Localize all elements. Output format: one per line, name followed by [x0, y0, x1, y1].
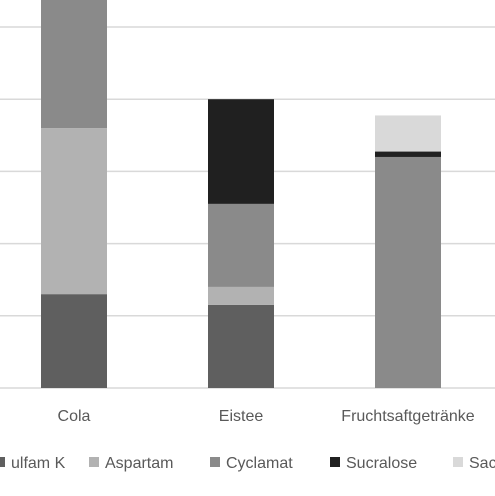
bar-segment: [208, 99, 274, 204]
legend-label: Cyclamat: [226, 455, 293, 472]
bar-segment: [41, 0, 107, 129]
legend-swatch: [0, 457, 5, 467]
legend: ulfam K Aspartam Cyclamat Sucralose Sac: [0, 455, 495, 472]
legend-label: Aspartam: [105, 455, 173, 472]
legend-swatch: [89, 457, 99, 467]
legend-label: Sucralose: [346, 455, 417, 472]
bar-segment: [208, 203, 274, 287]
legend-label: ulfam K: [11, 455, 66, 472]
category-label: Fruchtsaftgetränke: [341, 408, 475, 425]
bar-segment: [41, 128, 107, 295]
legend-swatch: [210, 457, 220, 467]
legend-label: Sac: [469, 455, 495, 472]
bars: [41, 0, 441, 388]
legend-swatch: [453, 457, 463, 467]
bar-segment: [375, 151, 441, 157]
bar-segment: [41, 294, 107, 388]
bar-segment: [208, 286, 274, 305]
category-label: Eistee: [219, 408, 264, 425]
bar-segment: [375, 115, 441, 152]
bar-segment: [208, 304, 274, 388]
legend-swatch: [330, 457, 340, 467]
category-labels: Cola Eistee Fruchtsaftgetränke: [58, 408, 475, 425]
bar-segment: [375, 156, 441, 388]
category-label: Cola: [58, 408, 91, 425]
